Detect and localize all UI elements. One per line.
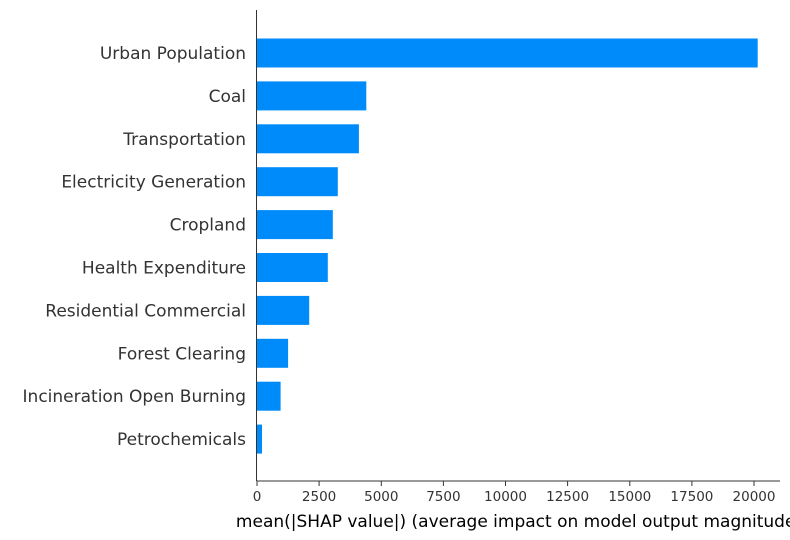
x-tick-label-4: 10000 bbox=[484, 489, 527, 505]
bar-9 bbox=[257, 424, 262, 454]
bar-3 bbox=[257, 167, 338, 197]
x-tick-label-0: 0 bbox=[253, 489, 262, 505]
bars-group bbox=[257, 38, 758, 454]
x-tick-label-5: 12500 bbox=[546, 489, 589, 505]
category-label-0: Urban Population bbox=[100, 44, 246, 64]
bar-6 bbox=[257, 295, 310, 325]
category-label-1: Coal bbox=[209, 87, 246, 107]
x-tick-label-7: 17500 bbox=[670, 489, 713, 505]
x-tick-label-1: 2500 bbox=[302, 489, 336, 505]
bar-0 bbox=[257, 38, 758, 68]
category-label-5: Health Expenditure bbox=[82, 259, 246, 279]
bar-2 bbox=[257, 124, 359, 154]
x-tick-label-2: 5000 bbox=[364, 489, 398, 505]
x-axis-ticks: 0 2500 5000 7500 10000 12500 15000 17500 20000 bbox=[253, 481, 776, 505]
category-label-3: Electricity Generation bbox=[61, 173, 246, 193]
category-labels: Urban Population Coal Transportation Electr… bbox=[23, 44, 247, 450]
x-axis-title: mean(|SHAP value|) (average impact on mo… bbox=[236, 512, 790, 532]
bar-5 bbox=[257, 253, 328, 282]
category-label-2: Transportation bbox=[122, 130, 246, 150]
x-tick-label-6: 15000 bbox=[608, 489, 651, 505]
bar-4 bbox=[257, 210, 333, 240]
x-tick-label-8: 20000 bbox=[733, 489, 776, 505]
category-label-6: Residential Commercial bbox=[45, 301, 246, 321]
category-label-4: Cropland bbox=[170, 216, 246, 236]
bar-8 bbox=[257, 381, 281, 411]
category-label-9: Petrochemicals bbox=[117, 430, 246, 450]
x-tick-label-3: 7500 bbox=[426, 489, 460, 505]
bar-7 bbox=[257, 338, 289, 368]
category-label-7: Forest Clearing bbox=[118, 344, 246, 364]
bar-1 bbox=[257, 81, 367, 111]
category-label-8: Incineration Open Burning bbox=[23, 387, 246, 407]
